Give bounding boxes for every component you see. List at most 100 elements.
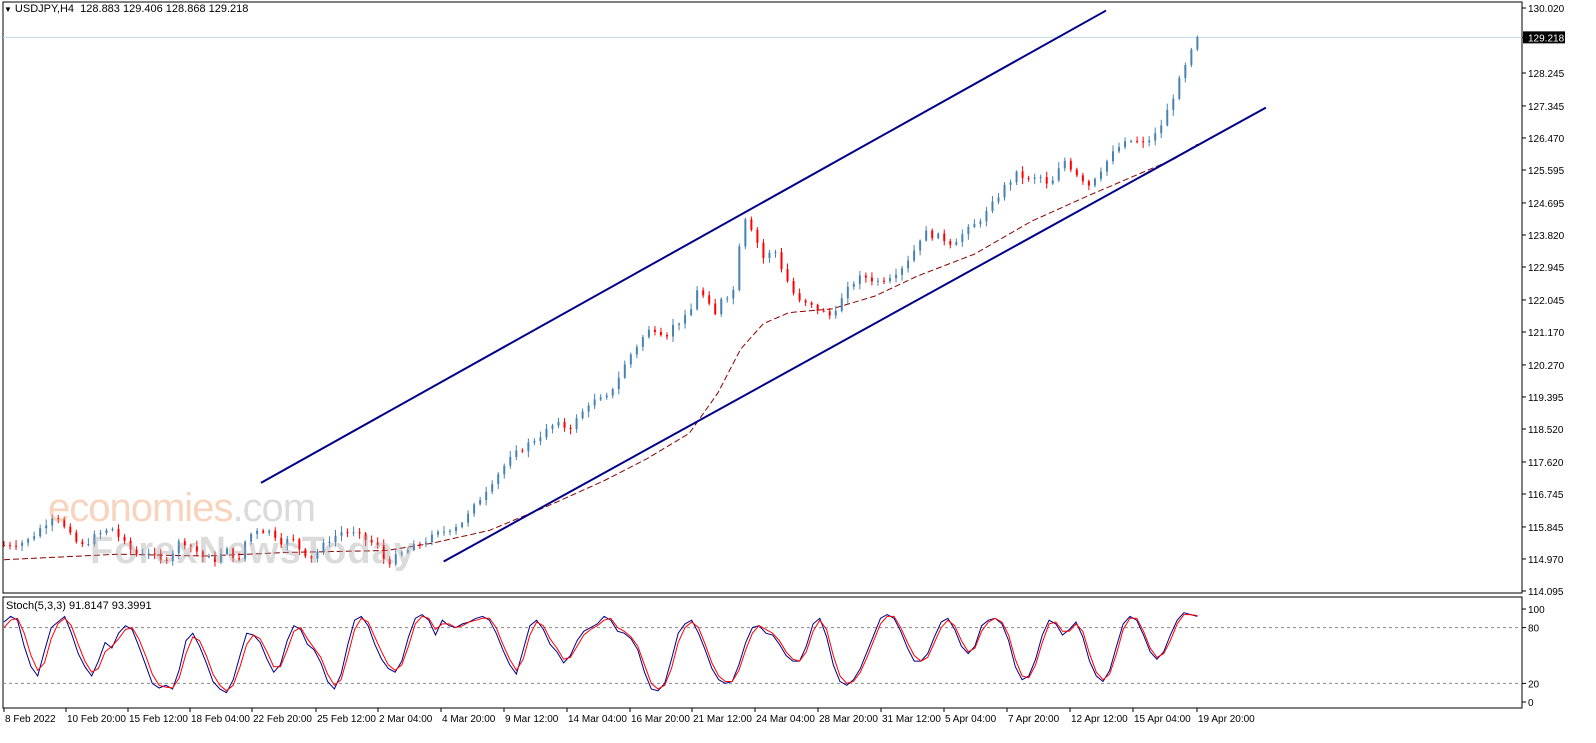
candle [177,538,180,560]
candle [376,537,379,549]
candle [1112,145,1115,165]
candle [21,540,24,552]
collapse-triangle-icon[interactable]: ▼ [4,5,12,14]
moving-average [3,143,1198,561]
price-tick-label: 119.395 [1528,393,1564,404]
moving-average-line [3,143,1198,561]
candle [1118,142,1121,154]
candle [641,334,644,351]
price-axis: 130.020 129.218 128.245 127.345 126.470 125.5… [3,4,1565,598]
stoch-signal-line [3,614,1198,692]
candle [756,227,759,249]
candle [593,393,596,409]
time-tick-label: 24 Mar 04:00 [756,714,815,725]
candle [672,318,675,343]
candle [461,521,464,529]
candle [822,308,825,313]
candle [991,195,994,214]
candle [605,392,608,400]
candle [1154,127,1157,146]
candle [45,519,48,535]
candles [3,35,1199,568]
candle [1130,139,1133,143]
candle [527,438,530,458]
channel-lower-line[interactable] [443,106,1267,563]
candle [262,528,265,534]
candle [3,541,5,547]
candle [810,301,813,308]
candle [141,548,144,556]
time-tick-label: 15 Feb 12:00 [129,714,188,725]
candle [569,424,572,435]
candle [1027,175,1030,182]
candle [1021,166,1024,185]
candle [629,352,632,368]
candle [497,471,500,489]
time-tick-label: 28 Mar 20:00 [819,714,878,725]
candle [702,287,705,298]
candle [647,326,650,339]
stoch-label: Stoch(5,3,3) 91.8147 93.3991 [6,600,152,612]
candle [780,247,783,273]
candle [449,529,452,536]
time-tick-label: 31 Mar 12:00 [882,714,941,725]
candle [171,550,174,566]
price-tick-label: 129.218 [1528,33,1565,44]
candle [57,514,60,524]
candle [491,480,494,495]
candle [244,540,247,562]
price-tick-label: 121.170 [1528,328,1565,339]
candle [442,526,445,536]
candle [876,277,879,286]
candle [979,218,982,228]
candle [762,239,765,264]
candle [696,286,699,311]
candle [1063,157,1066,172]
candle [1069,157,1072,173]
candle [322,538,325,556]
candle [213,551,216,567]
candle [238,552,241,562]
candle [274,527,277,542]
candle [726,296,729,303]
candle [997,193,1000,205]
candle [1009,179,1012,191]
price-tick-label: 118.520 [1528,425,1564,436]
candle [75,529,78,544]
candle [1166,103,1169,127]
time-tick-label: 18 Feb 04:00 [191,714,250,725]
candle [665,332,668,340]
candle [111,527,114,532]
candle [1160,119,1163,139]
candle [515,445,518,461]
candle [226,546,229,556]
current-price-box [1523,31,1565,44]
candle [51,514,54,532]
time-tick-label: 22 Feb 20:00 [253,714,312,725]
candle [406,547,409,554]
price-tick-label: 120.270 [1528,361,1565,372]
candle [714,298,717,316]
candle [165,556,168,564]
candle [436,529,439,538]
candle [545,424,548,440]
candle [635,344,638,359]
channel-lines [260,9,1267,563]
time-tick-label: 12 Apr 12:00 [1071,714,1128,725]
candle [430,530,433,546]
main-pane-frame [2,1,1523,594]
price-tick-label: 126.470 [1528,134,1565,145]
candle [744,217,747,250]
candle [985,206,988,227]
channel-upper-line[interactable] [260,9,1107,484]
candle [412,540,415,552]
candle [1093,177,1096,188]
candle [521,448,524,453]
candle [424,537,427,548]
candle [183,538,186,550]
candle [292,534,295,542]
price-tick-label: 128.245 [1528,69,1565,80]
price-tick-label: 122.045 [1528,296,1565,307]
time-tick-label: 15 Apr 04:00 [1134,714,1191,725]
